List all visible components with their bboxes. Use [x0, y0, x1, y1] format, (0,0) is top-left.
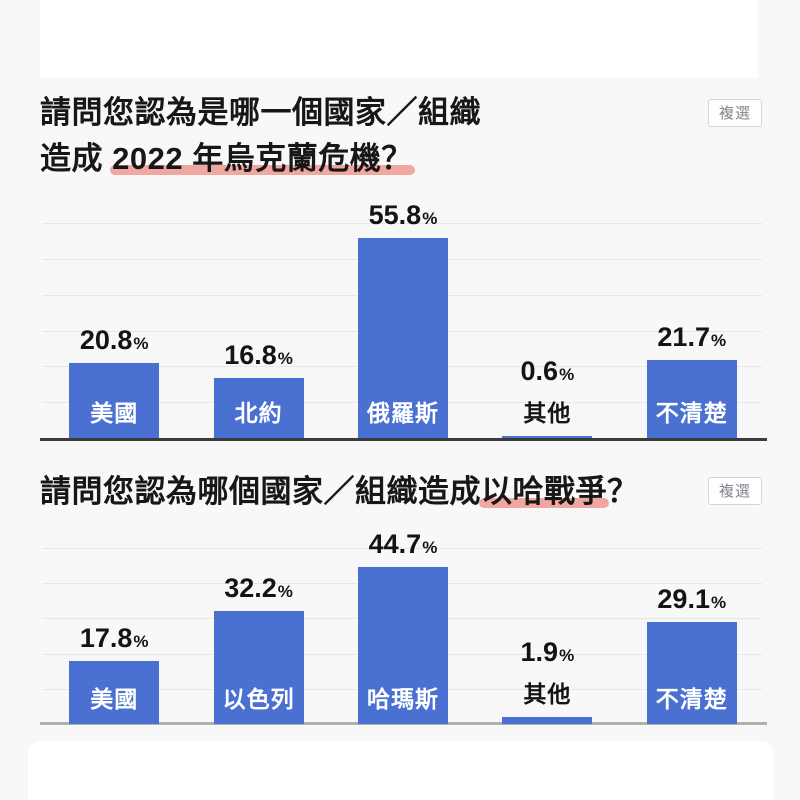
category-label: 其他 [523, 681, 572, 708]
category-label: 哈瑪斯 [366, 686, 439, 712]
value-label: 29.1% [657, 583, 727, 614]
bar-column: 44.7% 哈瑪斯 [331, 529, 475, 724]
gridline [42, 223, 762, 224]
bar: 俄羅斯 [357, 238, 448, 438]
multi-select-badge-2: 複選 [707, 477, 762, 505]
value-label: 17.8% [79, 623, 149, 654]
bar-column: 1.9% 其他 [475, 637, 619, 724]
bar: 美國 [69, 661, 160, 724]
bar-column: 29.1% 不清楚 [620, 584, 764, 724]
next-card-partial [28, 741, 773, 800]
bar: 美國 [69, 363, 160, 438]
bar: 哈瑪斯 [357, 566, 448, 724]
question-2-title-suffix: ？ [607, 474, 639, 509]
question-1-title-line2-prefix: 造成 [40, 141, 113, 176]
x-axis-1 [40, 438, 767, 441]
bar-column: 16.8% 北約 [186, 340, 330, 438]
bar-column: 55.8% 俄羅斯 [331, 200, 475, 438]
bar-chart-israel-hamas-war: 17.8% 美國 32.2% 以色列 44.7% 哈瑪斯 1.9% 其他 29.1% 不清楚 [42, 529, 764, 724]
value-label: 20.8% [79, 325, 149, 356]
multi-select-badge-1: 複選 [707, 99, 762, 127]
value-label: 32.2% [224, 572, 293, 603]
category-label: 美國 [90, 400, 139, 426]
category-label: 俄羅斯 [366, 400, 439, 426]
bar: 北約 [213, 377, 304, 438]
bar: 以色列 [213, 610, 304, 724]
category-label: 以色列 [222, 686, 295, 712]
bar-column: 32.2% 以色列 [186, 573, 330, 724]
bar-chart-ukraine-crisis: 20.8% 美國 16.8% 北約 55.8% 俄羅斯 0.6% 其他 21.7% 不清楚 [42, 200, 764, 438]
value-label: 44.7% [368, 528, 438, 559]
question-2-title-prefix: 請問您認為哪個國家／組織造成 [40, 474, 481, 509]
bar-column: 0.6% 其他 [475, 356, 619, 438]
question-1-title: 請問您認為是哪一個國家／組織 造成 2022 年烏克蘭危機？ [40, 90, 700, 182]
gridline [42, 548, 762, 549]
bar-column: 17.8% 美國 [42, 623, 186, 724]
question-2-title-highlighted: 以哈戰爭 [481, 474, 607, 509]
category-label: 不清楚 [655, 400, 728, 426]
bars-row: 17.8% 美國 32.2% 以色列 44.7% 哈瑪斯 1.9% 其他 29.1% 不清楚 [42, 529, 764, 724]
value-label: 0.6% [520, 355, 575, 386]
bar-column: 20.8% 美國 [42, 325, 186, 438]
previous-card-partial [40, 0, 758, 78]
category-label: 北約 [234, 400, 283, 426]
question-1-title-line1: 請問您認為是哪一個國家／組織 [40, 95, 481, 130]
category-label: 不清楚 [655, 686, 728, 712]
value-label: 21.7% [657, 322, 727, 353]
bars-row: 20.8% 美國 16.8% 北約 55.8% 俄羅斯 0.6% 其他 21.7% 不清楚 [42, 200, 764, 438]
bar: 不清楚 [646, 621, 737, 724]
value-label: 16.8% [224, 339, 293, 370]
bar: 不清楚 [646, 360, 737, 438]
question-2-title: 請問您認為哪個國家／組織造成以哈戰爭？ [40, 469, 700, 515]
bar [502, 435, 593, 438]
value-label: 1.9% [520, 637, 575, 668]
bar-column: 21.7% 不清楚 [620, 322, 764, 438]
value-label: 55.8% [368, 200, 438, 231]
bar [502, 717, 593, 724]
category-label: 其他 [523, 399, 572, 426]
category-label: 美國 [90, 686, 139, 712]
question-1-title-highlighted: 2022 年烏克蘭危機？ [112, 141, 413, 176]
